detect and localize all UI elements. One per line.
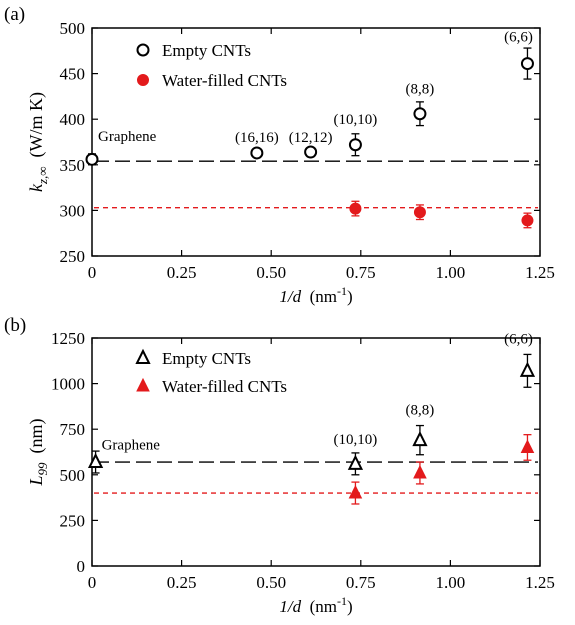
annotation-label: (10,10) bbox=[334, 432, 378, 448]
annotation-label: (12,12) bbox=[289, 130, 333, 146]
y-tick-label: 350 bbox=[60, 156, 86, 175]
annotation-label: (16,16) bbox=[235, 130, 279, 146]
y-tick-label: 500 bbox=[60, 466, 86, 485]
panel-1: (b) 0 0.25 0.50 0.75 1.00 1.25 0 250 500 750 1000 12… bbox=[4, 315, 555, 616]
x-tick-label: 0.25 bbox=[167, 573, 197, 592]
annotation-label: Graphene bbox=[102, 437, 161, 453]
y-tick-label: 0 bbox=[77, 557, 86, 576]
legend-marker bbox=[137, 74, 149, 86]
x-tick-label: 0 bbox=[88, 263, 97, 282]
data-point-0-1 bbox=[347, 454, 364, 470]
annotation-label: Graphene bbox=[98, 129, 157, 145]
data-point-1-0 bbox=[348, 484, 363, 499]
data-point-1-0 bbox=[349, 202, 362, 215]
legend-marker bbox=[136, 43, 150, 57]
annotation-label: (8,8) bbox=[406, 82, 435, 98]
x-tick-label: 1.00 bbox=[436, 263, 466, 282]
axes-frame bbox=[91, 27, 541, 257]
data-point-0-2 bbox=[412, 430, 428, 447]
annotation-label: (10,10) bbox=[334, 112, 378, 128]
y-tick-label: 1250 bbox=[51, 329, 85, 348]
y-tick-label: 450 bbox=[60, 65, 86, 84]
x-tick-label: 0.75 bbox=[346, 573, 376, 592]
annotation-label: (6,6) bbox=[504, 331, 533, 347]
axes-frame bbox=[91, 337, 541, 567]
x-tick-label: 0.50 bbox=[256, 573, 286, 592]
x-tick-label: 1.00 bbox=[436, 573, 466, 592]
annotation-label: (8,8) bbox=[406, 403, 435, 419]
y-tick-label: 250 bbox=[60, 511, 86, 530]
data-point-0-2 bbox=[304, 145, 318, 159]
panel-label: (b) bbox=[4, 315, 26, 336]
y-axis-label: kz,∞ (W/m K) bbox=[26, 92, 50, 192]
legend-label: Water-filled CNTs bbox=[162, 71, 287, 90]
data-point-0-0 bbox=[87, 452, 104, 469]
data-point-0-1 bbox=[250, 146, 264, 160]
data-point-1-1 bbox=[413, 464, 427, 479]
legend-marker bbox=[135, 348, 151, 364]
x-tick-label: 1.25 bbox=[525, 263, 555, 282]
data-point-0-0 bbox=[85, 152, 99, 166]
x-axis-label: 1/d (nm-1) bbox=[279, 594, 352, 616]
data-point-0-4 bbox=[413, 107, 427, 121]
legend-label: Empty CNTs bbox=[162, 41, 251, 60]
legend-marker bbox=[136, 377, 150, 392]
data-point-1-1 bbox=[413, 206, 426, 219]
y-tick-label: 300 bbox=[60, 201, 86, 220]
y-tick-label: 500 bbox=[60, 19, 86, 38]
data-point-1-2 bbox=[521, 214, 534, 227]
y-tick-label: 1000 bbox=[51, 375, 85, 394]
panel-label: (a) bbox=[4, 4, 25, 25]
y-tick-label: 750 bbox=[60, 420, 86, 439]
panel-0: (a) 0 0.25 0.50 0.75 1.00 1.25 250 300 350 400 450 5… bbox=[4, 4, 555, 306]
data-point-1-2 bbox=[520, 439, 535, 453]
data-point-0-5 bbox=[520, 57, 534, 71]
x-tick-label: 1.25 bbox=[525, 573, 555, 592]
x-axis-label: 1/d (nm-1) bbox=[279, 284, 352, 306]
y-axis-label: L99 (nm) bbox=[26, 418, 50, 486]
y-tick-label: 250 bbox=[60, 247, 86, 266]
data-point-0-3 bbox=[348, 138, 362, 152]
x-tick-label: 0.50 bbox=[256, 263, 286, 282]
legend-label: Empty CNTs bbox=[162, 349, 251, 368]
y-tick-label: 400 bbox=[60, 110, 86, 129]
x-tick-label: 0.25 bbox=[167, 263, 197, 282]
x-tick-label: 0.75 bbox=[346, 263, 376, 282]
annotation-label: (6,6) bbox=[504, 30, 533, 46]
x-tick-label: 0 bbox=[88, 573, 97, 592]
legend-label: Water-filled CNTs bbox=[162, 377, 287, 396]
data-point-0-3 bbox=[519, 361, 536, 377]
